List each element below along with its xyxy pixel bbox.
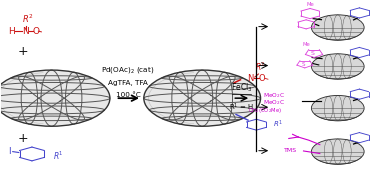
Text: $\!\!\!$: $\!\!\!$	[43, 30, 45, 35]
Circle shape	[144, 70, 260, 126]
Circle shape	[0, 70, 110, 126]
Text: H: H	[9, 27, 15, 36]
Text: FeCl$_3$: FeCl$_3$	[231, 82, 253, 94]
Text: N: N	[247, 74, 253, 83]
Circle shape	[311, 15, 364, 40]
Text: $R^2$: $R^2$	[255, 61, 265, 73]
Text: I: I	[8, 147, 10, 156]
Text: MeO$_2$C: MeO$_2$C	[263, 98, 285, 107]
Circle shape	[311, 54, 364, 79]
Text: $R^1$: $R^1$	[273, 119, 283, 130]
Text: TMS: TMS	[284, 148, 297, 153]
Text: N: N	[22, 27, 29, 36]
Text: R$^1$ = H: R$^1$ = H	[229, 102, 254, 113]
Text: Me: Me	[303, 42, 310, 47]
Text: +: +	[18, 132, 29, 144]
Text: $R^1$: $R^1$	[53, 150, 64, 162]
Text: +: +	[18, 45, 29, 58]
Circle shape	[311, 139, 364, 164]
Text: AgTFA, TFA: AgTFA, TFA	[108, 80, 148, 86]
Text: O: O	[259, 74, 266, 83]
Text: O: O	[32, 27, 39, 36]
Text: S: S	[310, 51, 314, 56]
Text: S: S	[301, 62, 305, 67]
Text: MeO$_2$C: MeO$_2$C	[263, 91, 285, 100]
Text: Pd(OAc)$_2$ (cat): Pd(OAc)$_2$ (cat)	[101, 65, 155, 75]
Text: 100 °C: 100 °C	[116, 92, 140, 98]
Text: Me: Me	[307, 2, 315, 7]
Text: $R^2$: $R^2$	[22, 12, 34, 25]
Text: CH$_2$(CO$_2$Me): CH$_2$(CO$_2$Me)	[248, 106, 282, 115]
Circle shape	[311, 95, 364, 121]
